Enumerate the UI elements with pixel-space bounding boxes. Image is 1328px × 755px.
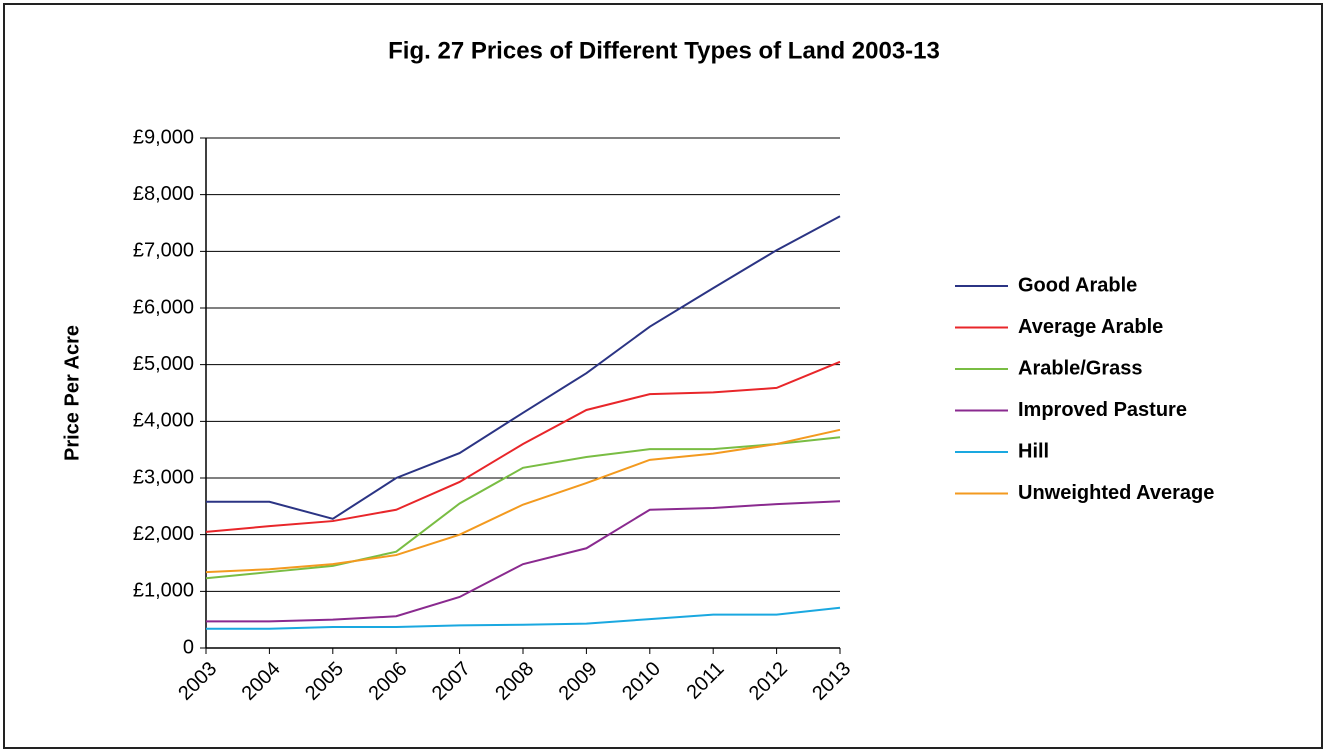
legend-label: Arable/Grass [1018, 357, 1143, 379]
series-line [206, 215, 841, 520]
y-tick-label: £7,000 [133, 240, 194, 262]
legend-label: Good Arable [1018, 274, 1137, 296]
y-tick-label: £1,000 [133, 580, 194, 602]
series-line [206, 500, 841, 623]
series-line [206, 606, 841, 630]
series-line [205, 360, 841, 533]
chart-title: Fig. 27 Prices of Different Types of Lan… [388, 37, 940, 64]
legend-label: Unweighted Average [1018, 482, 1214, 504]
series-line [205, 436, 841, 580]
y-tick-label: £3,000 [133, 466, 194, 488]
legend-label: Improved Pasture [1018, 399, 1187, 421]
series-line [205, 428, 841, 574]
y-tick-label: 0 [183, 636, 194, 658]
y-tick-label: £6,000 [133, 296, 194, 318]
frame [3, 3, 1323, 749]
y-tick-label: £2,000 [133, 523, 194, 545]
y-axis-label: Price Per Acre [61, 325, 83, 461]
y-tick-label: £9,000 [133, 126, 194, 148]
legend-label: Hill [1018, 440, 1049, 462]
y-tick-label: £8,000 [133, 183, 194, 205]
legend-label: Average Arable [1018, 316, 1163, 338]
y-tick-label: £4,000 [133, 410, 194, 432]
y-tick-label: £5,000 [133, 353, 194, 375]
